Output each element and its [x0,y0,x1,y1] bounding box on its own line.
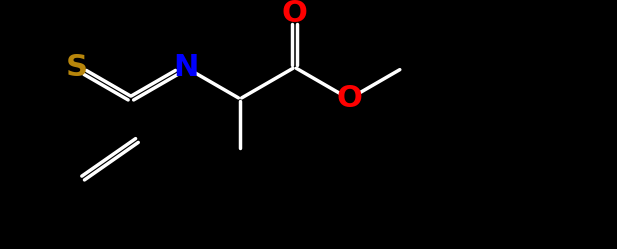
Text: O: O [282,0,308,28]
Text: N: N [173,53,198,82]
Text: O: O [336,84,362,113]
Text: S: S [65,53,88,82]
